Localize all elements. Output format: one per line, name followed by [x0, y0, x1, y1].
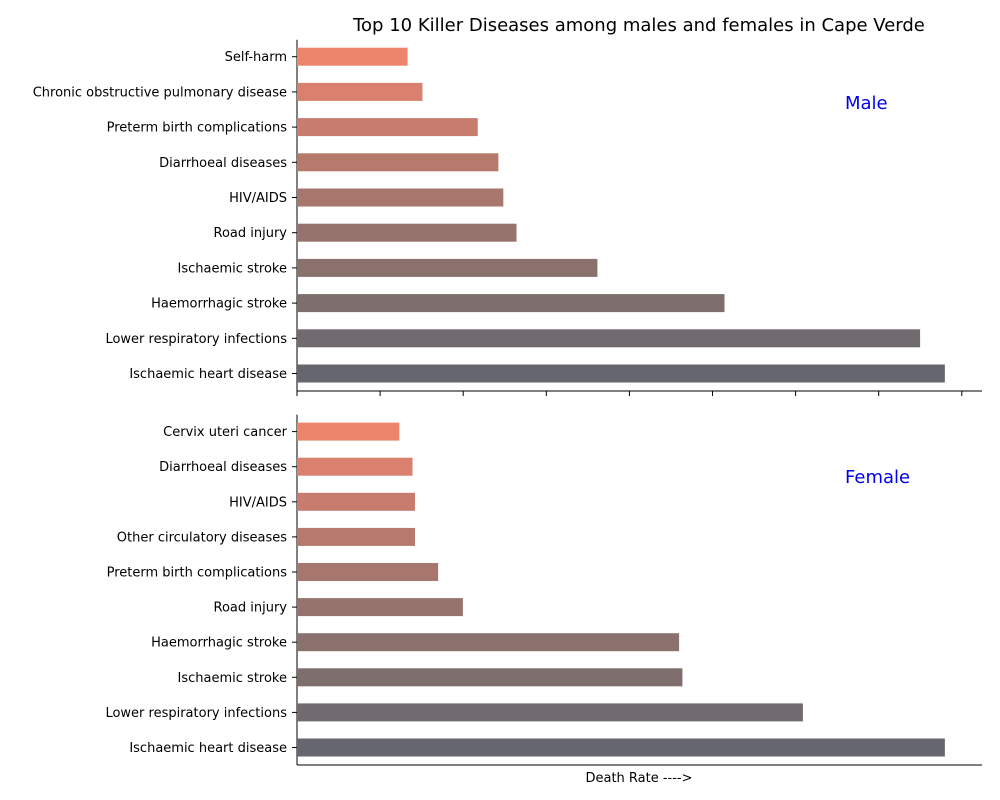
bar	[297, 703, 803, 722]
y-tick-label: Lower respiratory infections	[105, 706, 287, 721]
y-tick-label: Lower respiratory infections	[105, 332, 287, 347]
x-axis-label: Death Rate ---->	[585, 771, 692, 786]
y-tick-label: Diarrhoeal diseases	[159, 156, 287, 171]
y-tick-label: Other circulatory diseases	[117, 530, 287, 545]
bar	[297, 422, 400, 441]
chart-title: Top 10 Killer Diseases among males and f…	[352, 15, 925, 36]
y-tick-label: HIV/AIDS	[229, 495, 287, 510]
y-tick-label: HIV/AIDS	[229, 191, 287, 206]
y-tick-label: Ischaemic heart disease	[129, 741, 287, 756]
bar	[297, 223, 517, 242]
panel-label: Female	[845, 467, 910, 488]
bar	[297, 82, 423, 101]
y-tick-label: Haemorrhagic stroke	[151, 297, 287, 312]
y-tick-label: Haemorrhagic stroke	[151, 636, 287, 651]
bar	[297, 527, 416, 546]
bar	[297, 492, 416, 511]
panels: Ischaemic heart disease Lower respiratory…	[33, 39, 982, 766]
bar	[297, 294, 725, 313]
y-tick-label: Road injury	[214, 226, 288, 241]
y-tick-label: Preterm birth complications	[107, 121, 288, 136]
y-tick-label: Diarrhoeal diseases	[159, 460, 287, 475]
bar	[297, 153, 499, 172]
y-tick-label: Ischaemic heart disease	[129, 367, 287, 382]
bar	[297, 738, 945, 757]
bar	[297, 329, 921, 348]
y-tick-label: Ischaemic stroke	[178, 671, 287, 686]
panel-female: Ischaemic heart disease Lower respiratory…	[105, 414, 982, 766]
y-tick-label: Preterm birth complications	[107, 566, 288, 581]
y-tick-label: Road injury	[214, 601, 288, 616]
y-tick-label: Self-harm	[225, 50, 287, 65]
y-tick-label: Cervix uteri cancer	[163, 425, 287, 440]
bar	[297, 118, 478, 137]
bar	[297, 258, 598, 277]
bar	[297, 188, 504, 207]
bar	[297, 364, 945, 383]
bar	[297, 457, 413, 476]
bar	[297, 668, 683, 687]
bar	[297, 563, 439, 581]
bar	[297, 598, 463, 617]
panel-male: Ischaemic heart disease Lower respiratory…	[33, 39, 982, 396]
panel-label: Male	[845, 93, 888, 114]
bar	[297, 47, 408, 66]
bar	[297, 633, 680, 652]
y-tick-label: Chronic obstructive pulmonary disease	[33, 85, 287, 100]
y-tick-label: Ischaemic stroke	[178, 261, 287, 276]
